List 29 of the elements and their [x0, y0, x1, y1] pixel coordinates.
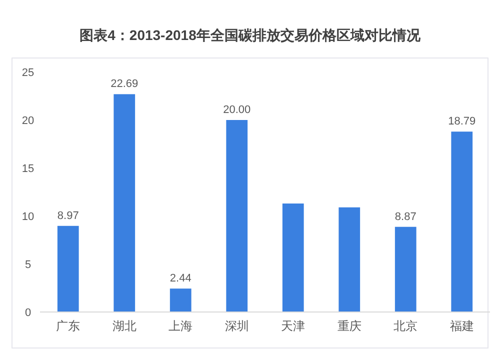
x-tick-label: 深圳 [224, 319, 249, 333]
x-tick-label: 上海 [168, 319, 193, 333]
x-tick-label: 北京 [394, 319, 418, 333]
data-label: 22.69 [110, 78, 138, 90]
x-tick-label: 天津 [281, 319, 306, 333]
y-tick-label: 10 [22, 211, 34, 223]
data-label: 8.87 [394, 210, 416, 223]
bar [114, 94, 136, 312]
data-label: 2.44 [170, 272, 192, 285]
bar [282, 204, 304, 312]
bar [338, 207, 360, 312]
bar [226, 120, 248, 312]
data-label: 20.00 [223, 104, 251, 116]
y-tick-label: 25 [22, 67, 34, 79]
bar [57, 226, 79, 312]
data-label: 18.79 [448, 116, 476, 128]
y-tick-label: 15 [22, 163, 34, 175]
bar [170, 288, 192, 312]
y-tick-label: 20 [22, 115, 34, 127]
y-tick-label: 0 [24, 307, 32, 319]
chart-title: 图表4：2013-2018年全国碳排放交易价格区域对比情况 [80, 27, 422, 43]
x-tick-label: 广东 [56, 319, 80, 333]
data-label: 8.97 [57, 210, 79, 222]
y-tick-label: 5 [24, 259, 32, 271]
x-tick-label: 湖北 [112, 319, 136, 333]
x-tick-label: 重庆 [337, 319, 362, 333]
x-tick-label: 福建 [450, 319, 474, 333]
bar [394, 226, 416, 312]
bar [451, 132, 473, 312]
